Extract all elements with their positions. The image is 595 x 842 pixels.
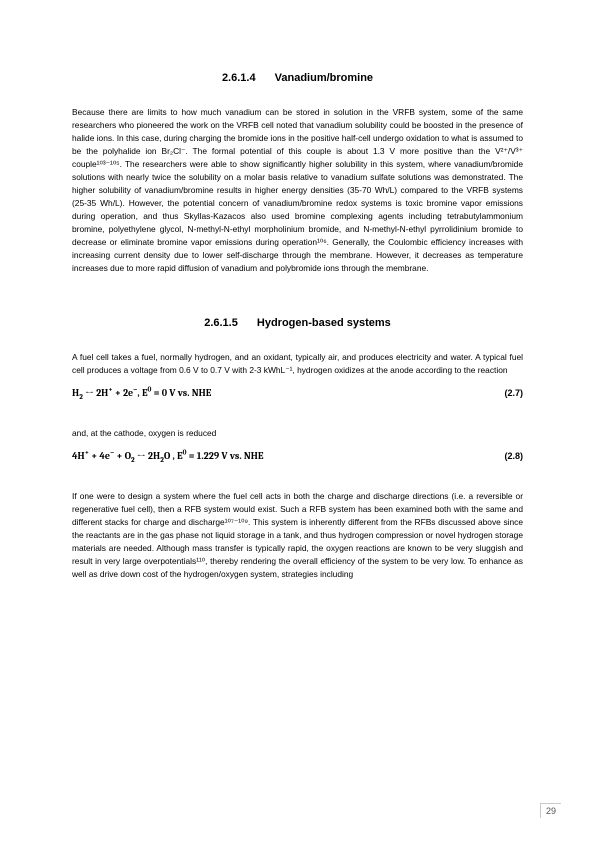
paragraph: If one were to design a system where the… xyxy=(72,490,523,581)
paragraph: A fuel cell takes a fuel, normally hydro… xyxy=(72,351,523,377)
page: 2.6.1.4 Vanadium/bromine Because there a… xyxy=(0,0,595,842)
section-number: 2.6.1.5 xyxy=(204,317,238,329)
section-title: Vanadium/bromine xyxy=(275,72,373,84)
section-number: 2.6.1.4 xyxy=(222,72,256,84)
paragraph: and, at the cathode, oxygen is reduced xyxy=(72,427,523,440)
section-heading-2: 2.6.1.5 Hydrogen-based systems xyxy=(72,317,523,329)
equation-number: (2.7) xyxy=(504,388,523,398)
equation-row-1: H2 ↔ 2H+ + 2e−, E0 = 0 V vs. NHE (2.7) xyxy=(72,387,523,399)
spacer xyxy=(72,299,523,317)
equation: 4H+ + 4e− + O2 ↔ 2H2O , E0 = 1.229 V vs.… xyxy=(72,450,264,462)
equation-row-2: 4H+ + 4e− + O2 ↔ 2H2O , E0 = 1.229 V vs.… xyxy=(72,450,523,462)
equation: H2 ↔ 2H+ + 2e−, E0 = 0 V vs. NHE xyxy=(72,387,211,399)
section-heading-1: 2.6.1.4 Vanadium/bromine xyxy=(72,72,523,84)
section-title: Hydrogen-based systems xyxy=(257,317,391,329)
paragraph: Because there are limits to how much van… xyxy=(72,106,523,275)
equation-number: (2.8) xyxy=(504,451,523,461)
page-number: 29 xyxy=(540,803,561,818)
